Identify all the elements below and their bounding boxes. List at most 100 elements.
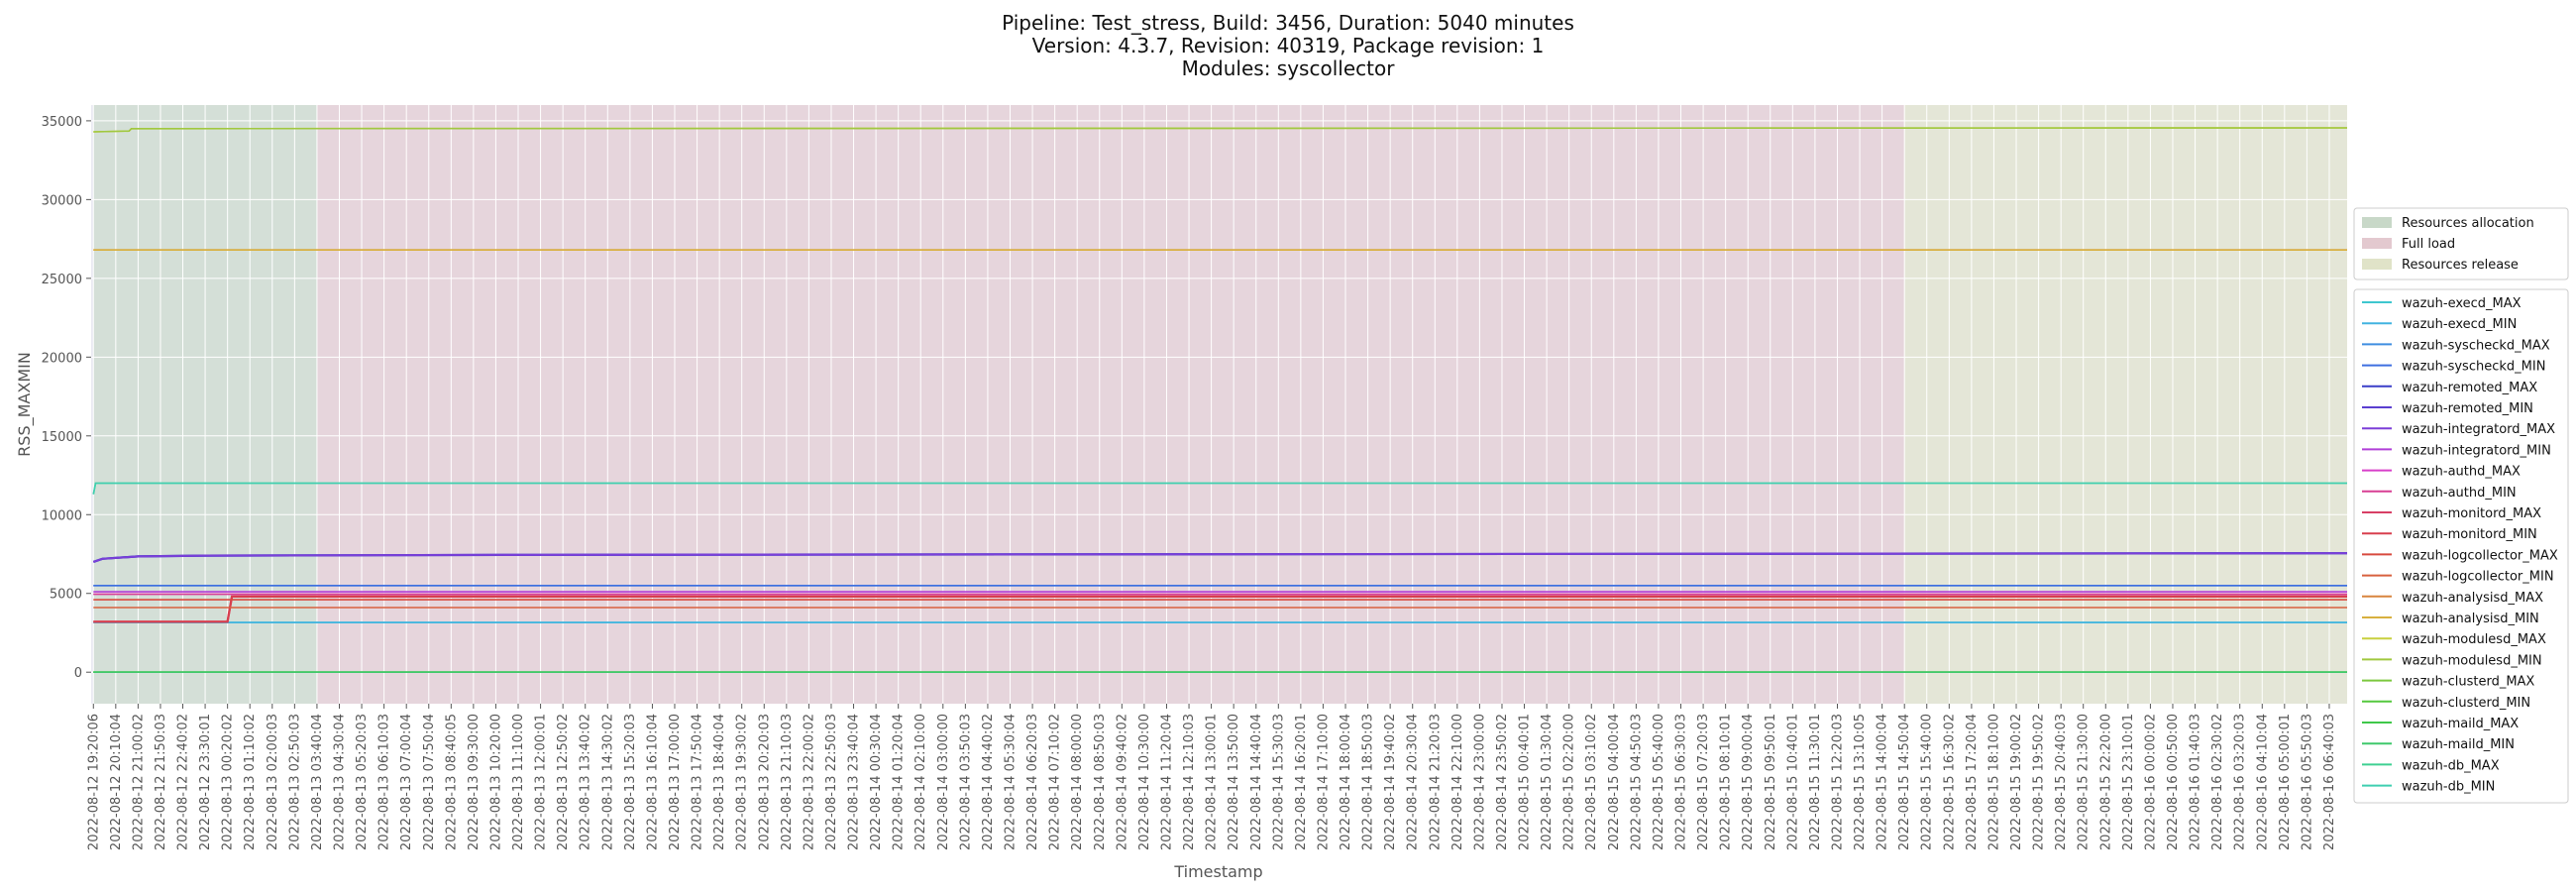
y-axis-ticks: 0 5000 10000 15000 20000 25000 30000 35000 bbox=[42, 115, 91, 681]
legend-series-label: wazuh-execd_MIN bbox=[2402, 317, 2517, 332]
x-tick-label: 2022-08-15 00:40:01 bbox=[1518, 714, 1533, 850]
legend-series-label: wazuh-monitord_MAX bbox=[2402, 506, 2541, 521]
x-tick-label: 2022-08-13 09:30:00 bbox=[467, 714, 482, 850]
legend-series-label: wazuh-maild_MAX bbox=[2402, 717, 2519, 731]
x-tick-label: 2022-08-13 11:10:00 bbox=[511, 714, 526, 850]
x-tick-label: 2022-08-14 05:30:04 bbox=[1004, 714, 1019, 850]
x-tick-label: 2022-08-15 22:20:00 bbox=[2098, 714, 2113, 850]
x-tick-label: 2022-08-13 12:00:01 bbox=[534, 714, 549, 850]
x-tick-label: 2022-08-13 22:50:03 bbox=[824, 714, 839, 850]
chart-title-line-2: Version: 4.3.7, Revision: 40319, Package… bbox=[1032, 34, 1545, 57]
x-tick-label: 2022-08-15 14:50:04 bbox=[1897, 714, 1912, 850]
x-tick-label: 2022-08-14 16:20:01 bbox=[1294, 714, 1309, 850]
x-tick-label: 2022-08-13 02:50:03 bbox=[287, 714, 302, 850]
x-tick-label: 2022-08-13 01:10:02 bbox=[243, 714, 258, 850]
x-tick-label: 2022-08-13 00:20:02 bbox=[221, 714, 236, 850]
phase-band-2 bbox=[316, 105, 1905, 704]
series-line-18 bbox=[93, 127, 2348, 133]
x-tick-label: 2022-08-16 05:00:01 bbox=[2278, 714, 2293, 850]
y-axis-label: RSS_MAXMIN bbox=[15, 352, 35, 457]
x-tick-label: 2022-08-13 16:10:04 bbox=[645, 714, 660, 850]
x-tick-label: 2022-08-14 12:10:03 bbox=[1182, 714, 1197, 850]
x-tick-label: 2022-08-16 02:30:02 bbox=[2210, 714, 2225, 850]
x-tick-label: 2022-08-14 03:50:03 bbox=[958, 714, 973, 850]
x-tick-label: 2022-08-14 18:50:03 bbox=[1361, 714, 1376, 850]
x-tick-label: 2022-08-13 17:50:04 bbox=[691, 714, 705, 850]
series-lines bbox=[92, 127, 2348, 674]
x-tick-label: 2022-08-14 08:00:00 bbox=[1070, 714, 1085, 850]
x-tick-label: 2022-08-13 06:10:03 bbox=[377, 714, 392, 850]
x-tick-label: 2022-08-15 19:50:02 bbox=[2032, 714, 2047, 850]
x-tick-label: 2022-08-16 01:40:03 bbox=[2189, 714, 2203, 850]
series-line-24 bbox=[92, 482, 2347, 495]
x-tick-label: 2022-08-15 12:20:03 bbox=[1830, 714, 1845, 850]
legend-series-label: wazuh-analysisd_MIN bbox=[2402, 612, 2539, 626]
legend-series-label: wazuh-integratord_MAX bbox=[2402, 422, 2555, 437]
x-tick-label: 2022-08-16 06:40:03 bbox=[2322, 714, 2337, 850]
x-tick-label: 2022-08-16 04:10:04 bbox=[2255, 714, 2270, 850]
x-tick-label: 2022-08-14 04:40:02 bbox=[981, 714, 996, 850]
x-tick-label: 2022-08-15 10:40:01 bbox=[1785, 714, 1800, 850]
x-tick-label: 2022-08-13 13:40:02 bbox=[579, 714, 593, 850]
x-tick-label: 2022-08-15 19:00:02 bbox=[2009, 714, 2024, 850]
legend-series-label: wazuh-logcollector_MAX bbox=[2402, 548, 2558, 563]
x-tick-label: 2022-08-13 23:40:04 bbox=[847, 714, 862, 850]
x-tick-label: 2022-08-15 15:40:00 bbox=[1920, 714, 1935, 850]
x-tick-label: 2022-08-13 05:20:03 bbox=[355, 714, 370, 850]
x-tick-label: 2022-08-13 04:30:04 bbox=[332, 714, 347, 850]
series-line-12 bbox=[93, 595, 2347, 623]
legend-phase-swatch bbox=[2362, 238, 2392, 249]
x-tick-label: 2022-08-14 14:40:04 bbox=[1249, 714, 1264, 850]
x-tick-label: 2022-08-14 22:10:00 bbox=[1450, 714, 1465, 850]
y-tick-label: 5000 bbox=[50, 588, 82, 603]
x-tick-label: 2022-08-14 09:40:02 bbox=[1115, 714, 1129, 850]
x-tick-label: 2022-08-14 06:20:03 bbox=[1025, 714, 1040, 850]
legend-phase-swatch bbox=[2362, 217, 2392, 228]
x-tick-label: 2022-08-15 03:10:02 bbox=[1584, 714, 1599, 850]
x-tick-label: 2022-08-14 19:40:02 bbox=[1383, 714, 1398, 850]
x-tick-label: 2022-08-15 21:30:00 bbox=[2077, 714, 2092, 850]
x-tick-label: 2022-08-13 15:20:03 bbox=[623, 714, 638, 850]
legend-series-label: wazuh-maild_MIN bbox=[2402, 737, 2515, 752]
x-tick-label: 2022-08-12 20:10:04 bbox=[109, 714, 124, 850]
legend-series-label: wazuh-authd_MAX bbox=[2402, 465, 2521, 480]
x-tick-label: 2022-08-12 21:00:02 bbox=[131, 714, 146, 850]
y-tick-label: 30000 bbox=[42, 193, 82, 208]
x-tick-label: 2022-08-14 13:00:01 bbox=[1205, 714, 1220, 850]
legend-series-label: wazuh-execd_MAX bbox=[2402, 296, 2522, 311]
x-tick-label: 2022-08-13 07:50:04 bbox=[422, 714, 437, 850]
x-tick-label: 2022-08-13 12:50:02 bbox=[556, 714, 571, 850]
x-tick-label: 2022-08-15 05:40:00 bbox=[1652, 714, 1666, 850]
x-tick-label: 2022-08-13 22:00:02 bbox=[802, 714, 816, 850]
x-tick-label: 2022-08-15 06:30:03 bbox=[1674, 714, 1689, 850]
x-tick-label: 2022-08-14 02:10:00 bbox=[913, 714, 928, 850]
x-tick-label: 2022-08-14 07:10:02 bbox=[1048, 714, 1063, 850]
x-tick-label: 2022-08-15 23:10:01 bbox=[2121, 714, 2136, 850]
x-tick-label: 2022-08-14 11:20:04 bbox=[1159, 714, 1174, 850]
grid-lines bbox=[91, 105, 2347, 704]
x-tick-label: 2022-08-14 17:10:00 bbox=[1316, 714, 1331, 850]
series-line-7 bbox=[93, 552, 2348, 563]
x-tick-label: 2022-08-14 10:30:00 bbox=[1137, 714, 1152, 850]
legend-series-label: wazuh-modulesd_MIN bbox=[2402, 653, 2542, 668]
legend-series-label: wazuh-analysisd_MAX bbox=[2402, 591, 2543, 606]
x-tick-label: 2022-08-14 23:50:02 bbox=[1495, 714, 1510, 850]
legend-series: wazuh-execd_MAX wazuh-execd_MIN wazuh-sysc… bbox=[2353, 288, 2569, 804]
x-tick-label: 2022-08-15 20:40:03 bbox=[2054, 714, 2069, 850]
x-axis-label: Timestamp bbox=[1173, 862, 1262, 881]
x-tick-label: 2022-08-15 09:00:04 bbox=[1741, 714, 1756, 850]
x-tick-label: 2022-08-16 05:50:03 bbox=[2300, 714, 2314, 850]
x-tick-label: 2022-08-14 23:00:00 bbox=[1472, 714, 1487, 850]
y-tick-label: 0 bbox=[74, 666, 82, 681]
x-tick-label: 2022-08-13 20:20:03 bbox=[757, 714, 772, 850]
x-tick-label: 2022-08-15 09:50:01 bbox=[1764, 714, 1778, 850]
x-tick-label: 2022-08-13 14:30:02 bbox=[600, 714, 615, 850]
legend-series-label: wazuh-db_MIN bbox=[2402, 780, 2495, 795]
y-tick-label: 15000 bbox=[42, 430, 82, 445]
y-tick-label: 25000 bbox=[42, 273, 82, 287]
x-tick-label: 2022-08-14 21:20:03 bbox=[1428, 714, 1443, 850]
legend-phase-label: Resources allocation bbox=[2402, 216, 2534, 231]
y-tick-label: 35000 bbox=[42, 115, 82, 130]
x-tick-label: 2022-08-15 18:10:00 bbox=[1986, 714, 2001, 850]
chart-title-line-3: Modules: syscollector bbox=[1182, 56, 1396, 80]
